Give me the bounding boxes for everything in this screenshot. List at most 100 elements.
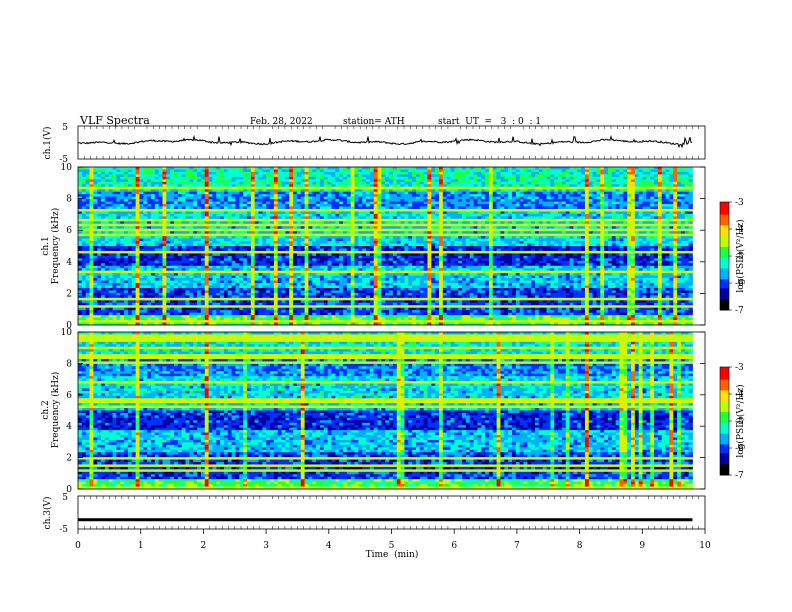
spectrogram-cell [189,231,194,235]
spectrogram-cell [527,204,532,207]
spectrogram-cell [285,176,290,180]
spectrogram-cell [316,174,321,178]
spectrogram-cell [650,189,655,193]
spectrogram-cell [335,206,340,210]
spectrogram-cell [654,167,659,170]
spectrogram-cell [412,181,417,185]
spectrogram-cell [431,233,436,237]
spectrogram-cell [78,176,83,180]
spectrogram-cell [481,238,486,242]
spectrogram-cell [139,211,144,215]
spectrogram-cell [515,241,521,244]
spectrogram-cell [561,169,567,173]
spectrogram-cell [293,241,298,244]
spectrogram-cell [366,196,371,200]
spectrogram-cell [316,191,321,195]
spectrogram-cell [254,216,259,220]
spectrogram-cell [227,174,233,178]
spectrogram-cell [385,176,390,180]
spectrogram-cell [189,186,194,190]
spectrogram-cell [680,218,686,222]
spectrogram-cell [535,241,540,244]
spectrogram-cell [181,206,186,210]
spectrogram-cell [246,179,252,183]
spectrogram-cell [231,174,236,178]
spectrogram-cell [166,167,171,170]
spectrogram-cell [392,241,398,244]
spectrogram-cell [327,231,332,235]
spectrogram-cell [561,226,567,230]
spectrogram-cell [296,191,302,195]
spectrogram-cell [319,176,325,180]
spectrogram-cell [312,223,317,227]
spectrogram-cell [477,174,482,178]
spectrogram-cell [220,181,225,185]
spectrogram-cell [458,221,463,225]
spectrogram-cell [638,238,643,242]
spectrogram-cell [246,201,252,205]
spectrogram-cell [104,223,110,227]
spectrogram-cell [216,216,221,220]
spectrogram-cell [243,184,248,188]
spectrogram-cell [216,181,221,185]
spectrogram-cell [665,211,670,215]
spectrogram-cell [216,231,221,235]
spectrogram-cell [246,226,252,230]
spectrogram-cell [270,236,275,239]
spectrogram-cell [89,174,94,178]
spectrogram-cell [312,167,317,170]
spectrogram-cell [439,174,444,178]
spectrogram-cell [462,226,467,230]
spectrogram-cell [577,233,582,237]
spectrogram-cell [116,211,121,215]
spectrogram-cell [116,233,121,237]
spectrogram-cell [300,171,305,175]
spectrogram-cell [462,221,467,225]
spectrogram-cell [435,223,440,227]
spectrogram-cell [158,179,163,183]
spectrogram-cell [573,226,578,230]
spectrogram-cell [481,169,486,173]
spectrogram-cell [454,181,459,185]
spectrogram-cell [120,233,125,237]
spectrogram-cell [404,233,409,237]
spectrogram-cell [642,201,647,205]
spectrogram-cell [431,194,436,198]
spectrogram-cell [120,194,125,198]
spectrogram-cell [408,236,413,239]
spectrogram-cell [650,194,655,198]
spectrogram-cell [615,176,620,180]
spectrogram-cell [369,238,375,242]
spectrogram-cell [350,216,355,220]
spectrogram-cell [627,236,632,239]
spectrogram-cell [688,236,693,239]
spectrogram-cell [673,226,678,230]
spectrogram-cell [665,213,670,217]
spectrogram-cell [185,228,190,232]
spectrogram-cell [97,186,102,190]
spectrogram-cell [147,196,152,200]
spectrogram-cell [519,184,524,188]
spectrogram-cell [285,181,290,185]
spectrogram-cell [588,174,594,178]
spectrogram-cell [488,191,494,195]
spectrogram-cell [473,189,478,193]
spectrogram-cell [542,233,547,237]
spectrogram-cell [235,241,240,244]
spectrogram-cell [485,174,490,178]
spectrogram-cell [239,221,244,225]
spectrogram-cell [204,218,209,222]
spectrogram-cell [408,184,413,188]
spectrogram-cell [174,174,179,178]
spectrogram-cell [573,176,578,180]
spectrogram-cell [124,186,129,190]
spectrogram-cell [496,171,501,175]
spectrogram-cell [293,184,298,188]
spectrogram-cell [427,223,432,227]
spectrogram-cell [604,211,609,215]
spectrogram-cell [415,171,421,175]
spectrogram-cell [565,204,570,207]
spectrogram-cell [316,176,321,180]
spectrogram-cell [350,236,355,239]
spectrogram-cell [607,236,613,239]
